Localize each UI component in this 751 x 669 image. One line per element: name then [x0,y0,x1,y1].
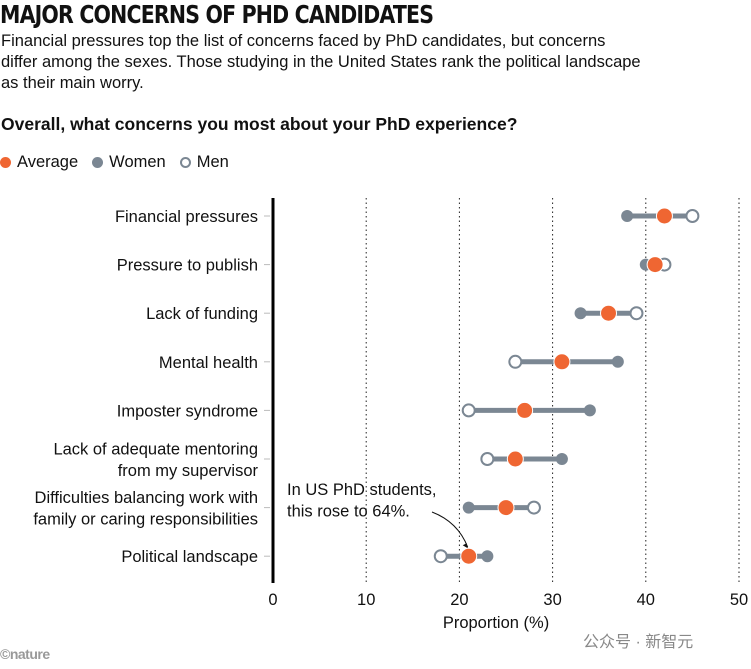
x-tick-label: 20 [450,591,468,609]
legend-average: Average [0,153,78,172]
women-point [583,404,596,417]
category-label: Difficulties balancing work with [35,489,258,507]
women-point [555,453,568,465]
legend: Average Women Men [0,153,229,172]
average-point [516,401,534,419]
legend-label: Men [196,153,229,171]
x-tick-label: 50 [730,591,748,609]
category-label: Mental health [159,354,258,372]
average-point [655,207,673,225]
chart-question: Overall, what concerns you most about yo… [1,114,518,134]
men-dot-icon [179,157,191,168]
men-point [685,209,700,223]
x-tick-label: 10 [357,591,375,609]
women-point [611,355,624,368]
category-label: Financial pressures [115,208,258,226]
legend-women: Women [92,153,166,172]
x-tick-label: 30 [543,591,561,609]
category-label: Lack of funding [146,305,258,323]
legend-label: Average [17,153,79,171]
men-point [461,403,476,418]
legend-men: Men [179,153,229,172]
chart-subtitle: Financial pressures top the list of conc… [1,32,641,92]
x-axis-label: Proportion (%) [443,614,549,632]
men-point [480,452,495,466]
women-point [574,307,587,320]
chart-title: MAJOR CONCERNS OF PHD CANDIDATES [0,0,434,29]
category-label: Imposter syndrome [117,402,258,420]
women-point [481,550,494,563]
average-point [506,450,524,468]
average-point [460,547,478,565]
average-point [646,256,664,274]
average-point [600,304,618,322]
category-label: Lack of adequate mentoring [53,440,258,458]
average-dot-icon [0,157,11,168]
category-label: family or caring responsibilities [33,510,258,528]
nature-logo: ©nature [0,646,50,662]
women-point [462,501,475,514]
annotation-text: this rose to 64%. [287,503,410,521]
average-point [497,499,515,517]
watermark: 公众号 · 新智元 [583,634,694,651]
men-point [629,306,644,321]
men-point [433,549,448,564]
x-tick-label: 0 [268,591,277,609]
category-label: Pressure to publish [117,257,258,275]
arrowhead-icon [462,543,468,549]
category-label: Political landscape [121,548,258,566]
men-point [526,500,541,515]
annotation-text: In US PhD students, [287,481,437,499]
annotation-arrow [431,511,469,548]
women-point [621,210,634,222]
legend-label: Women [109,153,166,171]
men-point [508,354,523,369]
average-point [553,353,571,371]
women-dot-icon [92,157,104,168]
category-label: from my supervisor [118,462,259,480]
x-tick-label: 40 [637,591,655,609]
